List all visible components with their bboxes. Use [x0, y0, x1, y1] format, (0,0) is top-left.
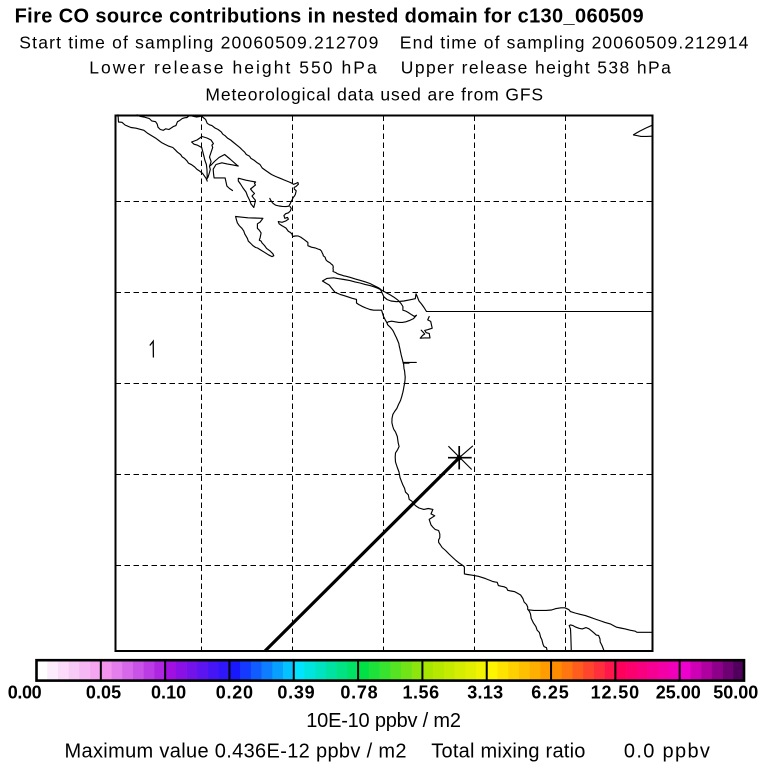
- svg-text:Start time of sampling 2006050: Start time of sampling 20060509.212709: [19, 33, 378, 53]
- svg-text:0.0 ppbv: 0.0 ppbv: [624, 740, 710, 762]
- svg-text:0.78: 0.78: [340, 683, 377, 703]
- svg-text:End time of sampling 20060509.: End time of sampling 20060509.212914: [400, 33, 749, 53]
- svg-text:Total mixing ratio: Total mixing ratio: [431, 740, 585, 762]
- svg-text:1.56: 1.56: [403, 683, 440, 703]
- svg-text:0.05: 0.05: [86, 683, 121, 703]
- svg-text:6.25: 6.25: [531, 683, 569, 703]
- svg-text:25.00: 25.00: [656, 683, 701, 703]
- svg-text:Meteorological data used are f: Meteorological data used are from GFS: [205, 85, 543, 105]
- svg-text:0.20: 0.20: [216, 683, 253, 703]
- svg-text:50.00: 50.00: [713, 683, 758, 703]
- svg-text:0.10: 0.10: [151, 683, 186, 703]
- svg-text:3.13: 3.13: [467, 683, 503, 703]
- svg-text:Upper release height 538 hPa: Upper release height 538 hPa: [401, 58, 671, 78]
- svg-text:Fire CO source contributions i: Fire CO source contributions in nested d…: [15, 6, 644, 28]
- svg-text:0.00: 0.00: [8, 683, 42, 703]
- svg-text:12.50: 12.50: [591, 683, 640, 703]
- svg-text:10E-10 ppbv / m2: 10E-10 ppbv / m2: [306, 710, 461, 732]
- svg-text:Lower release height 550 hPa: Lower release height 550 hPa: [89, 58, 377, 78]
- svg-text:Maximum value 0.436E-12 ppbv: Maximum value 0.436E-12 ppbv / m2: [65, 740, 407, 762]
- svg-text:0.39: 0.39: [277, 683, 314, 703]
